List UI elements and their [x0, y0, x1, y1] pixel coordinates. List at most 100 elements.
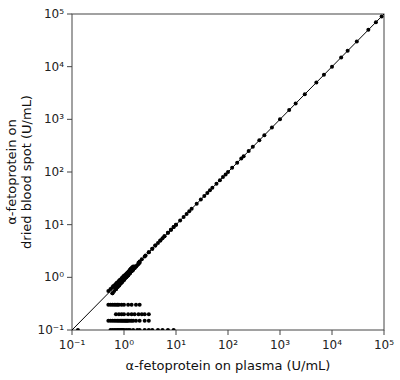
scatter-point	[143, 312, 147, 316]
x-tick	[228, 330, 229, 335]
y-axis-label: α-fetoprotein ondried blood spot (U/mL)	[4, 95, 34, 249]
y-tick-label: 10⁴	[44, 60, 64, 74]
x-tick-label: 10¹	[166, 338, 186, 352]
scatter-point	[160, 328, 164, 330]
x-tick-label: 10⁴	[322, 338, 342, 352]
scatter-point	[210, 186, 214, 190]
scatter-point	[122, 275, 126, 279]
y-axis-label-line: α-fetoprotein on	[4, 119, 19, 224]
scatter-point	[156, 328, 160, 330]
x-axis-label: α-fetoprotein on plasma (U/mL)	[126, 358, 331, 373]
scatter-point	[195, 202, 199, 206]
scatter-point	[355, 40, 359, 44]
scatter-point	[125, 271, 129, 275]
scatter-point	[144, 253, 148, 257]
scatter-point	[270, 125, 274, 129]
y-tick	[67, 66, 72, 67]
scatter-point	[117, 283, 121, 287]
identity-line	[72, 14, 384, 330]
scatter-point	[178, 218, 182, 222]
scatter-point	[230, 166, 234, 170]
y-tick	[67, 119, 72, 120]
scatter-point	[76, 328, 80, 330]
axes: 10⁻¹10⁰10¹10²10³10⁴10⁵10⁻¹10⁰10¹10²10³10…	[38, 7, 395, 352]
scatter-point	[130, 303, 134, 307]
scatter-point	[174, 223, 178, 227]
scatter-point	[147, 328, 151, 330]
scatter-point	[143, 328, 147, 330]
scatter-point	[182, 215, 186, 219]
x-tick	[280, 330, 281, 335]
background	[0, 0, 400, 380]
x-tick-label: 10⁵	[374, 338, 394, 352]
scatter-point	[202, 194, 206, 198]
x-tick	[332, 330, 333, 335]
scatter-point	[138, 328, 142, 330]
scatter-point	[133, 265, 137, 269]
scatter-point	[153, 244, 157, 248]
scatter-point	[162, 234, 166, 238]
scatter-point	[150, 247, 154, 251]
x-tick	[384, 330, 385, 335]
y-tick-label: 10⁻¹	[38, 323, 65, 337]
y-tick	[67, 172, 72, 173]
scatter-point	[114, 287, 118, 291]
scatter-point	[226, 170, 230, 174]
scatter-point	[147, 312, 151, 316]
scatter-point	[147, 250, 151, 254]
scatter-point	[150, 247, 154, 251]
y-tick-label: 10⁵	[44, 7, 64, 21]
scatter-point	[166, 231, 170, 235]
scatter-point	[366, 28, 370, 32]
scatter-point	[314, 81, 318, 85]
scatter-point	[110, 291, 114, 295]
y-tick-label: 10⁰	[44, 270, 64, 284]
y-tick	[67, 277, 72, 278]
scatter-point	[294, 101, 298, 105]
plot-marks	[72, 14, 384, 330]
scatter-point	[190, 207, 194, 211]
scatter-point	[117, 283, 121, 287]
scatter-point	[287, 108, 291, 112]
scatter-point	[374, 20, 378, 24]
scatter-point	[138, 319, 142, 323]
scatter-point	[251, 145, 255, 149]
x-tick	[124, 330, 125, 335]
scatter-point	[262, 133, 266, 137]
scatter-point	[172, 328, 176, 330]
scatter-point	[218, 178, 222, 182]
scatter-point	[138, 303, 142, 307]
scatter-point	[174, 223, 178, 227]
x-tick-label: 10³	[270, 338, 290, 352]
scatter-point	[278, 117, 282, 121]
scatter-point	[126, 312, 130, 316]
scatter-point	[143, 319, 147, 323]
scatter-point	[199, 198, 203, 202]
scatter-point	[330, 65, 334, 69]
scatter-point	[122, 303, 126, 307]
scatter-point	[162, 234, 166, 238]
x-tick-label: 10⁰	[114, 338, 134, 352]
scatter-point	[166, 328, 170, 330]
scatter-point	[346, 49, 350, 53]
y-tick	[67, 14, 72, 15]
scatter-point	[153, 244, 157, 248]
scatter-point	[134, 303, 138, 307]
scatter-point	[166, 231, 170, 235]
scatter-point	[114, 287, 118, 291]
plot-frame	[72, 14, 384, 330]
scatter-point	[122, 312, 126, 316]
scatter-point	[126, 271, 130, 275]
scatter-point	[110, 291, 114, 295]
y-tick-label: 10²	[44, 165, 64, 179]
scatter-point	[147, 319, 151, 323]
scatter-point	[130, 268, 134, 272]
scatter-point	[339, 55, 343, 59]
scatter-point	[322, 73, 326, 77]
x-tick	[72, 330, 73, 335]
scatter-point	[134, 319, 138, 323]
scatter-point	[126, 303, 130, 307]
y-tick	[67, 224, 72, 225]
chart-container: 10⁻¹10⁰10¹10²10³10⁴10⁵10⁻¹10⁰10¹10²10³10…	[0, 0, 400, 380]
x-tick	[176, 330, 177, 335]
